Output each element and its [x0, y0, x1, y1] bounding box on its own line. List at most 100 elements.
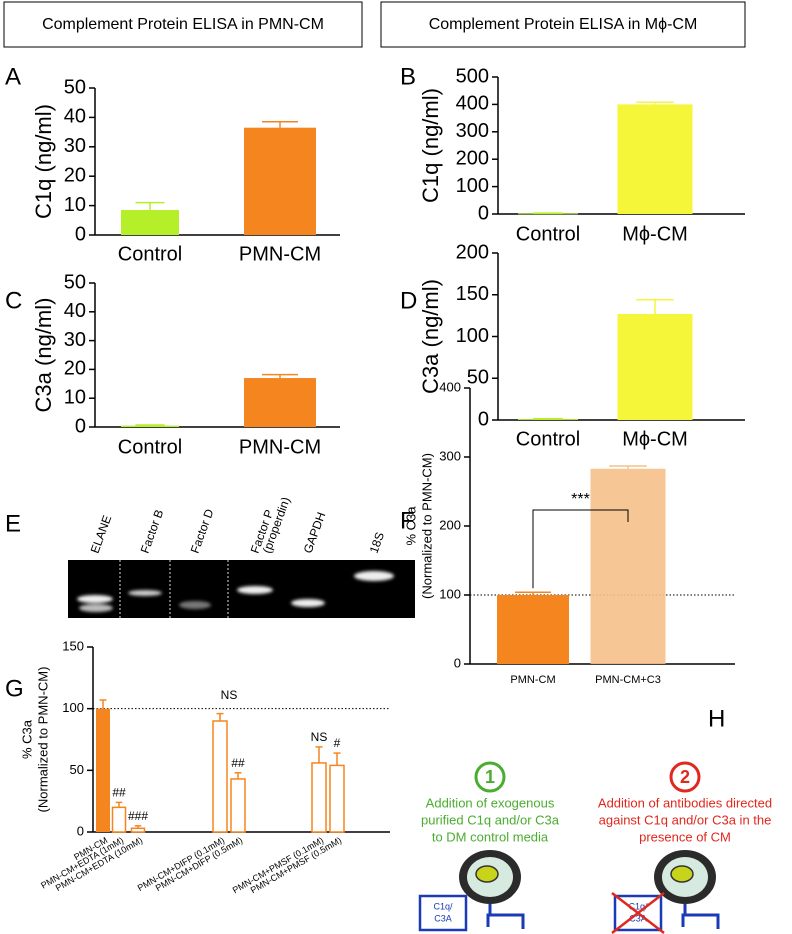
x-tick-label: Mϕ-CM [622, 428, 688, 450]
error-bar [115, 801, 123, 808]
error-bar [609, 465, 647, 469]
error-bar [636, 299, 674, 314]
header-box [380, 1, 746, 48]
y-tick-label: 0 [454, 655, 461, 670]
y-tick-label: 30 [64, 135, 86, 157]
header: Complement Protein ELISA in Mϕ-CM [429, 16, 698, 33]
y-tick-label: 20 [64, 358, 86, 380]
y-tick-label: 150 [62, 638, 84, 653]
gel-bands [77, 571, 394, 612]
bar [230, 778, 246, 833]
y-axis-label: C1q (ng/ml) [31, 104, 56, 219]
error-bar [515, 591, 551, 595]
y-tick-label: 40 [64, 300, 86, 322]
block-cross [611, 892, 665, 934]
error-bar [234, 772, 242, 779]
y-tick-label: 300 [456, 120, 489, 142]
y-tick-label: 0 [77, 823, 84, 838]
error-bar [315, 746, 323, 763]
y-tick-label: 50 [64, 76, 86, 98]
diagram: 1 Addition of exogenous purified C1q and/o… [418, 761, 772, 934]
group-label: NS [221, 688, 238, 702]
step-text: presence of CM [639, 829, 731, 844]
y-tick-label: 200 [456, 147, 489, 169]
lane-label: Factor B [138, 508, 167, 555]
error-bar [262, 121, 298, 128]
ligand-label: C1q/ [433, 901, 453, 911]
step-text: Addition of exogenous [426, 795, 555, 810]
bar-label: ## [231, 756, 245, 770]
y-axis-label: C1q (ng/ml) [418, 88, 443, 203]
bar [121, 425, 179, 427]
cell-nucleus [670, 865, 694, 883]
y-tick-label: 50 [70, 762, 84, 777]
y-tick-label: 150 [456, 283, 489, 305]
x-tick-label: Mϕ-CM [622, 223, 688, 245]
bar-label: ## [112, 786, 126, 800]
ligand-label: C3A [434, 913, 452, 923]
y-axis-label: C3a (ng/ml) [31, 298, 56, 413]
bar [497, 595, 569, 664]
y-tick-label: 200 [456, 241, 489, 263]
step-text: Addition of antibodies directed [598, 795, 772, 810]
step-text: against C1q and/or C3a in the [599, 812, 772, 827]
y-tick-label: 0 [75, 415, 86, 437]
ligand-label: C1q/ [628, 901, 648, 911]
y-tick-label: 300 [439, 448, 461, 463]
step-text: to DM control media [432, 829, 549, 844]
x-tick-label: PMN-CM [239, 436, 321, 458]
x-tick-label: PMN-CM+EDTA (1mM) [39, 835, 125, 890]
x-tick-label: PMN-CM+PMSF (0.1mM) [231, 835, 325, 895]
error-bar [135, 424, 165, 426]
error-bar [636, 101, 674, 105]
x-tick-label: Control [118, 243, 182, 265]
y-tick-label: 30 [64, 329, 86, 351]
step-number: 1 [485, 767, 495, 787]
x-tick-label: PMN-CM+C3 [595, 674, 661, 686]
y-tick-label: 0 [478, 408, 489, 430]
error-bar [99, 699, 107, 709]
x-tick-label: PMN-CM+DIFP (0.5mM) [154, 835, 244, 893]
y-tick-label: 0 [478, 202, 489, 224]
panel-letter: A [5, 63, 21, 90]
panel-letter: E [5, 510, 21, 537]
lane-label: ELANE [88, 513, 115, 555]
header: Complement Protein ELISA in PMN-CM [42, 16, 324, 33]
y-tick-label: 10 [64, 386, 86, 408]
significance-label: *** [571, 491, 590, 508]
y-tick-label: 40 [64, 106, 86, 128]
bar [590, 468, 666, 664]
cell-nucleus [475, 865, 499, 883]
error-bar [216, 712, 224, 721]
panel-letter: D [400, 287, 417, 314]
bar-label: # [334, 736, 341, 750]
x-tick-label: Control [516, 223, 580, 245]
ligand-label: C3A [629, 913, 647, 923]
bar [518, 419, 578, 420]
y-tick-label: 100 [62, 700, 84, 715]
bar [121, 210, 179, 235]
y-axis-label: (Normalized to PMN-CM) [419, 453, 434, 599]
x-tick-label: PMN-CM+PMSF (0.5mM) [249, 835, 343, 895]
bar-label: ### [128, 809, 148, 823]
y-tick-label: 100 [456, 325, 489, 347]
y-tick-label: 10 [64, 194, 86, 216]
bar-label: NS [311, 730, 328, 744]
error-bar [134, 825, 142, 829]
x-tick-label: PMN-CM+DIFP (0.1mM) [136, 835, 226, 893]
bar [130, 827, 146, 833]
y-tick-label: 50 [467, 367, 489, 389]
bar [617, 313, 693, 420]
bar [329, 764, 345, 833]
x-tick-label: Control [118, 436, 182, 458]
x-tick-label: PMN-CM [239, 243, 321, 265]
y-axis-label: (Normalized to PMN-CM) [35, 667, 50, 813]
receptor [486, 913, 525, 929]
y-tick-label: 400 [456, 93, 489, 115]
x-tick-label: PMN-CM [510, 674, 555, 686]
y-tick-label: 400 [439, 379, 461, 394]
step-marker [669, 761, 701, 793]
y-tick-label: 500 [456, 65, 489, 87]
bar [617, 104, 693, 214]
